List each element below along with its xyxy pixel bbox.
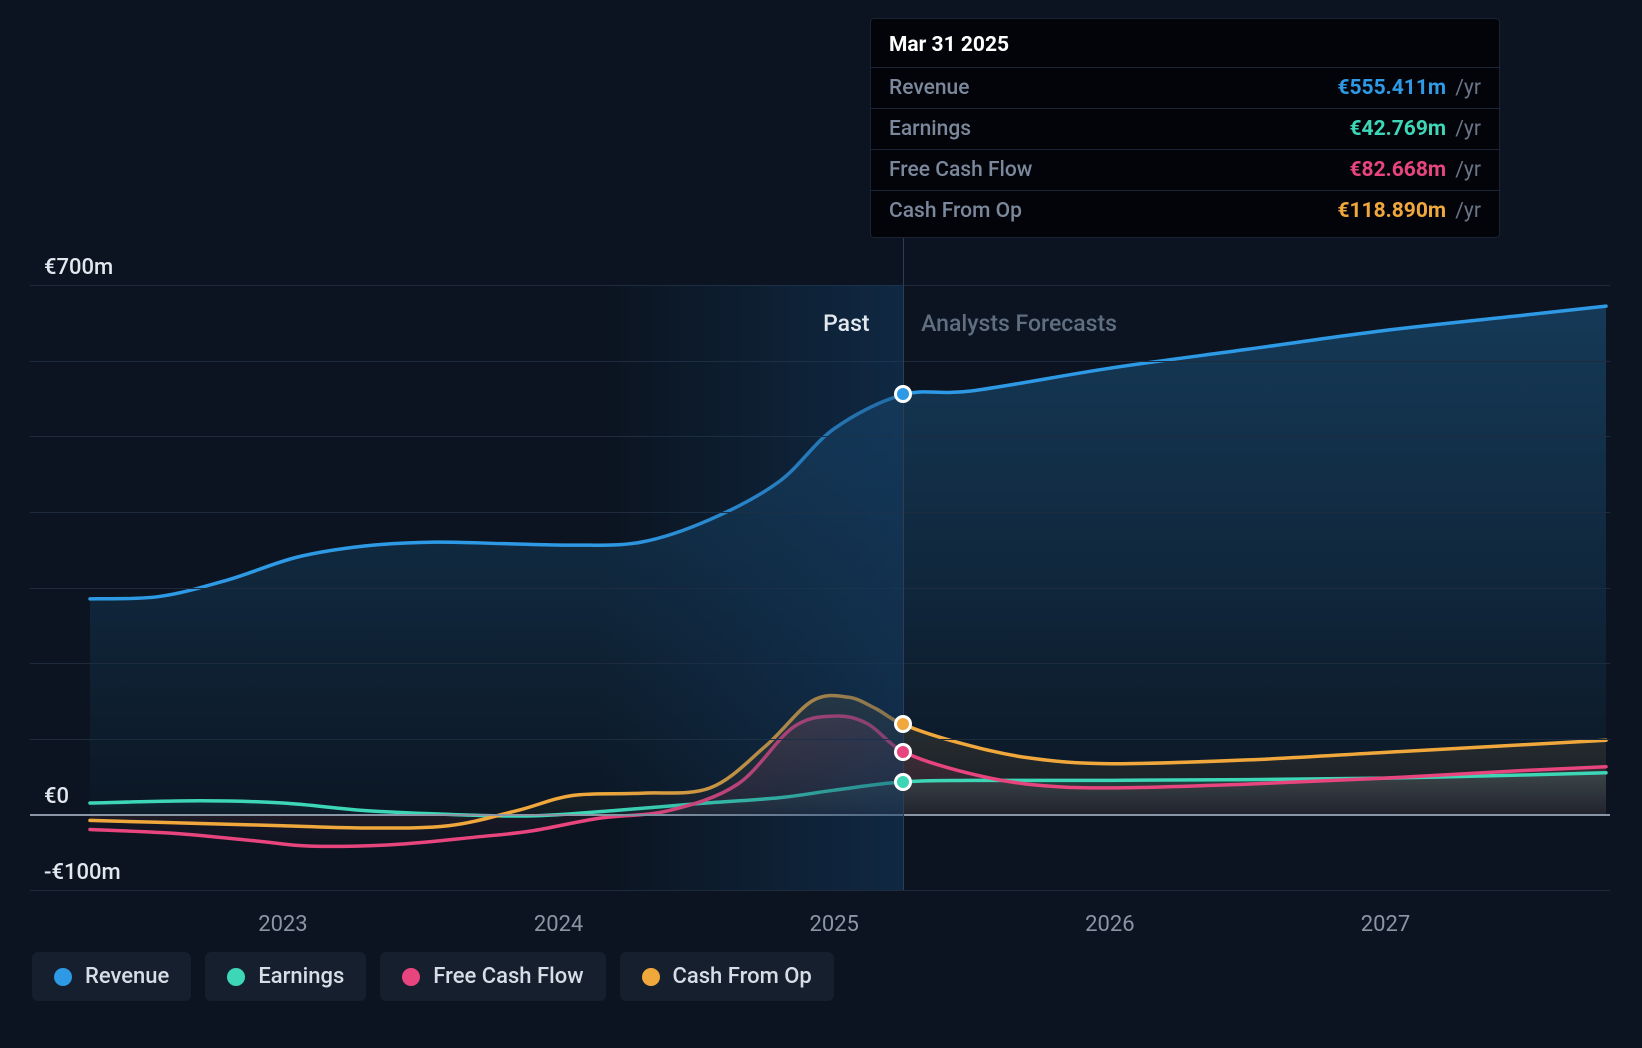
- legend-dot-icon: [642, 968, 660, 986]
- legend-label: Earnings: [258, 964, 344, 989]
- tooltip-row: Cash From Op €118.890m /yr: [871, 191, 1499, 237]
- x-axis-label: 2026: [1085, 912, 1134, 937]
- tooltip-label: Cash From Op: [889, 199, 1022, 223]
- x-axis-label: 2023: [258, 912, 307, 937]
- x-axis-label: 2024: [534, 912, 583, 937]
- legend-dot-icon: [402, 968, 420, 986]
- legend-item-revenue[interactable]: Revenue: [32, 952, 191, 1001]
- legend-item-cash-from-op[interactable]: Cash From Op: [620, 952, 834, 1001]
- x-axis-label: 2025: [809, 912, 858, 937]
- forecast-period-label: Analysts Forecasts: [921, 310, 1117, 337]
- cfo-marker: [894, 715, 912, 733]
- legend-dot-icon: [54, 968, 72, 986]
- tooltip-value: €82.668m /yr: [1349, 158, 1481, 182]
- legend-item-free-cash-flow[interactable]: Free Cash Flow: [380, 952, 605, 1001]
- tooltip-value: €555.411m /yr: [1337, 76, 1481, 100]
- past-period-label: Past: [823, 310, 869, 337]
- tooltip-row: Revenue €555.411m /yr: [871, 68, 1499, 109]
- revenue-marker: [894, 385, 912, 403]
- fcf-marker: [894, 743, 912, 761]
- chart-tooltip: Mar 31 2025 Revenue €555.411m /yr Earnings €…: [870, 18, 1500, 238]
- tooltip-value: €42.769m /yr: [1349, 117, 1481, 141]
- legend-label: Free Cash Flow: [433, 964, 583, 989]
- tooltip-label: Earnings: [889, 117, 971, 141]
- tooltip-label: Free Cash Flow: [889, 158, 1032, 182]
- past-period-shading: [600, 285, 903, 890]
- y-axis-label: €700m: [44, 255, 113, 280]
- legend-item-earnings[interactable]: Earnings: [205, 952, 366, 1001]
- legend-label: Cash From Op: [673, 964, 812, 989]
- legend-dot-icon: [227, 968, 245, 986]
- tooltip-value: €118.890m /yr: [1337, 199, 1481, 223]
- chart-legend: Revenue Earnings Free Cash Flow Cash From O…: [32, 952, 834, 1001]
- tooltip-row: Earnings €42.769m /yr: [871, 109, 1499, 150]
- y-axis-label: -€100m: [44, 860, 121, 885]
- legend-label: Revenue: [85, 964, 169, 989]
- tooltip-row: Free Cash Flow €82.668m /yr: [871, 150, 1499, 191]
- y-axis-label: €0: [44, 784, 69, 809]
- tooltip-date: Mar 31 2025: [871, 19, 1499, 68]
- tooltip-label: Revenue: [889, 76, 969, 100]
- x-axis-label: 2027: [1361, 912, 1410, 937]
- earnings-marker: [894, 773, 912, 791]
- gridline: [30, 890, 1610, 891]
